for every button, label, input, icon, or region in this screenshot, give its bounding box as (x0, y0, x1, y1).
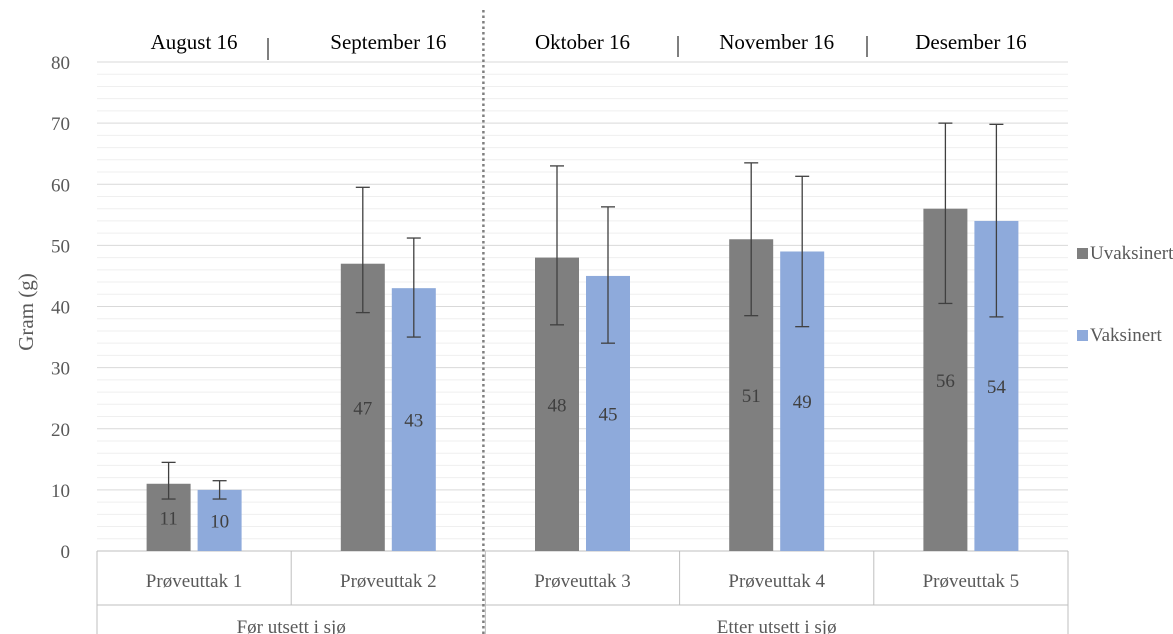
x-group-label: Før utsett i sjø (237, 617, 346, 634)
x-category-label: Prøveuttak 1 (146, 571, 243, 592)
x-category-label: Prøveuttak 4 (728, 571, 825, 592)
y-tick-label: 0 (61, 542, 71, 563)
data-label: 48 (548, 395, 567, 416)
month-label: August 16 (151, 30, 238, 54)
month-label: November 16 (719, 30, 834, 54)
y-tick-label: 10 (51, 481, 70, 502)
data-label: 10 (210, 511, 229, 532)
x-category-label: Prøveuttak 2 (340, 571, 437, 592)
month-label: September 16 (330, 30, 446, 54)
legend-swatch (1077, 330, 1088, 341)
y-tick-label: 40 (51, 298, 70, 319)
data-label: 47 (353, 398, 372, 419)
x-group-label: Etter utsett i sjø (717, 617, 837, 634)
labels: 0 10 20 30 40 50 60 70 80 Prøveuttak 1 Prøveuttak … (51, 30, 1173, 634)
data-label: 49 (793, 392, 812, 413)
data-label: 56 (936, 371, 955, 392)
y-axis-title: Gram (g) (14, 273, 38, 351)
y-tick-label: 30 (51, 359, 70, 380)
data-label: 51 (742, 386, 761, 407)
x-category-label: Prøveuttak 5 (923, 571, 1020, 592)
data-label: 45 (599, 404, 618, 425)
y-tick-label: 70 (51, 114, 70, 135)
legend-label: Uvaksinert (1090, 243, 1173, 264)
legend-label: Vaksinert (1090, 325, 1162, 346)
y-tick-label: 20 (51, 420, 70, 441)
month-label: Desember 16 (915, 30, 1026, 54)
month-label: Oktober 16 (535, 30, 630, 54)
x-category-label: Prøveuttak 3 (534, 571, 631, 592)
y-tick-label: 80 (51, 53, 70, 74)
data-label: 11 (159, 508, 177, 529)
gridlines (97, 61, 1068, 540)
data-label: 43 (404, 411, 423, 432)
legend-swatch (1077, 248, 1088, 259)
bars (146, 122, 1019, 552)
data-label: 54 (987, 377, 1007, 398)
y-tick-label: 50 (51, 236, 70, 257)
category-frame (96, 10, 1069, 634)
bar (197, 489, 242, 551)
y-tick-label: 60 (51, 175, 70, 196)
